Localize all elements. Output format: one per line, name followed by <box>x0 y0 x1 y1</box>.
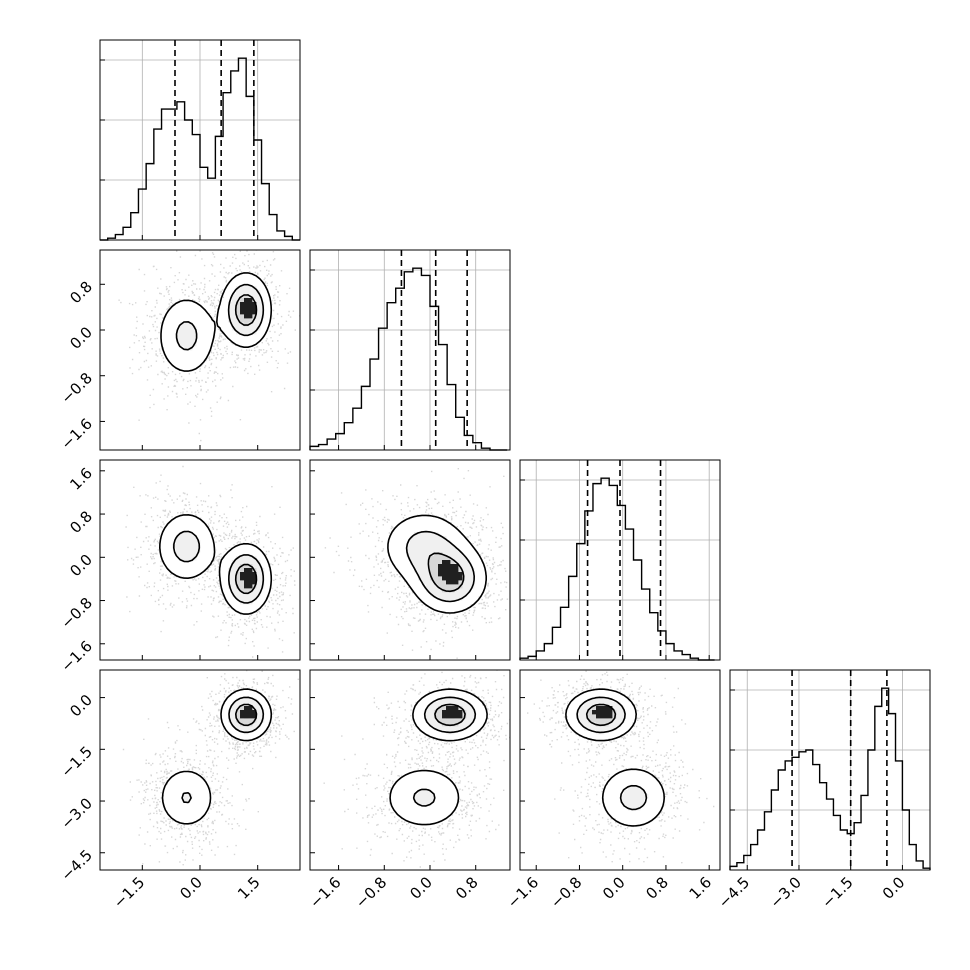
y-tick-label-3-0: −4.5 <box>58 846 96 884</box>
scatter-panel-3-1 <box>309 669 511 871</box>
x-tick-label-0-0: −1.5 <box>110 873 148 911</box>
contour-line-0 <box>387 514 487 614</box>
panel-frame <box>99 249 301 451</box>
contour-line-0 <box>389 688 488 826</box>
contour-line-1 <box>412 696 477 807</box>
x-tick-label-2-2: 0.0 <box>599 873 629 903</box>
x-tick-label-1-0: −1.6 <box>306 873 344 911</box>
panel-frame <box>309 459 511 661</box>
x-tick-label-2-4: 1.6 <box>686 873 716 903</box>
panel-frame <box>309 249 511 451</box>
contour-line-1 <box>173 530 265 604</box>
panel-frame <box>519 669 721 871</box>
density-core <box>240 706 257 719</box>
histogram-panel-0 <box>99 39 301 241</box>
x-tick-label-2-3: 0.8 <box>642 873 672 903</box>
contour-line-1 <box>576 696 648 811</box>
contour-line-0 <box>565 688 665 827</box>
density-fill-1 <box>414 698 475 807</box>
contour-line-2 <box>585 703 617 727</box>
y-tick-label-2-1: −0.8 <box>58 594 96 632</box>
scatter-points <box>118 250 300 442</box>
scatter-panel-3-2 <box>519 669 721 871</box>
density-fill-0 <box>164 690 273 823</box>
histogram-panel-3 <box>729 669 931 871</box>
panel-frame <box>519 459 721 661</box>
panel-content <box>324 468 509 659</box>
density-core <box>592 706 613 719</box>
scatter-points <box>122 670 299 866</box>
density-core <box>240 298 257 319</box>
x-tick-label-3-0: −4.5 <box>715 873 753 911</box>
x-tick-label-2-0: −1.6 <box>504 873 542 911</box>
scatter-points <box>323 670 510 868</box>
contour-line-0 <box>159 514 273 615</box>
density-fill-0 <box>390 690 487 827</box>
scatter-panel-3-0 <box>99 669 301 871</box>
y-tick-label-1-2: 0.0 <box>66 323 96 353</box>
histogram-step-1 <box>309 267 508 451</box>
scatter-panel-1-0 <box>99 249 301 451</box>
contour-line-2 <box>234 294 258 326</box>
y-tick-label-1-3: 0.8 <box>66 278 96 308</box>
x-tick-label-3-1: −3.0 <box>766 873 804 911</box>
y-tick-label-2-4: 1.6 <box>66 464 96 494</box>
x-tick-label-1-2: 0.0 <box>406 873 436 903</box>
y-tick-label-2-0: −1.6 <box>58 637 96 675</box>
panel-content <box>125 465 296 658</box>
density-core <box>442 706 463 719</box>
density-fill-1 <box>576 698 649 811</box>
contour-line-2 <box>234 563 258 595</box>
density-core <box>240 568 257 589</box>
scatter-panel-2-0 <box>99 459 301 661</box>
y-tick-label-3-1: −3.0 <box>58 794 96 832</box>
histogram-panel-1 <box>309 249 511 451</box>
contour-line-2 <box>235 703 258 727</box>
contour-line-1 <box>405 530 475 603</box>
density-core <box>438 560 463 585</box>
x-tick-label-3-2: −1.5 <box>818 873 856 911</box>
histogram-step-3 <box>729 687 931 870</box>
scatter-panel-2-1 <box>309 459 511 661</box>
density-fill-0 <box>568 690 665 827</box>
panel-content <box>122 670 299 866</box>
y-tick-label-3-2: −1.5 <box>58 743 96 781</box>
panel-frame <box>729 669 931 871</box>
panel-frame <box>309 669 511 871</box>
y-tick-label-2-3: 0.8 <box>66 507 96 537</box>
scatter-points <box>527 670 715 864</box>
x-tick-label-0-1: 0.0 <box>176 873 206 903</box>
histogram-step-2 <box>519 477 715 661</box>
contour-line-2 <box>434 703 466 727</box>
contour-line-1 <box>175 283 265 351</box>
x-tick-label-1-1: −0.8 <box>352 873 390 911</box>
scatter-points <box>324 468 509 659</box>
y-tick-label-1-0: −1.6 <box>58 415 96 453</box>
panel-frame <box>99 459 301 661</box>
histogram-panel-2 <box>519 459 721 661</box>
contour-line-0 <box>160 272 273 372</box>
y-tick-label-1-1: −0.8 <box>58 369 96 407</box>
y-tick-label-3-3: 0.0 <box>66 691 96 721</box>
panel-frame <box>99 39 301 241</box>
histogram-step-0 <box>100 57 300 241</box>
x-tick-label-1-3: 0.8 <box>452 873 482 903</box>
panel-content <box>118 250 300 442</box>
density-fill-1 <box>184 698 265 803</box>
y-tick-label-2-2: 0.0 <box>66 551 96 581</box>
panel-content <box>323 670 510 868</box>
x-tick-label-3-3: 0.0 <box>879 873 909 903</box>
contour-line-0 <box>161 688 273 825</box>
contour-line-1 <box>181 696 265 804</box>
x-tick-label-2-1: −0.8 <box>547 873 585 911</box>
density-fill-1 <box>172 532 265 605</box>
x-tick-label-0-2: 1.5 <box>234 873 264 903</box>
panel-content <box>527 670 715 864</box>
panel-frame <box>99 669 301 871</box>
contour-line-2 <box>427 552 465 593</box>
